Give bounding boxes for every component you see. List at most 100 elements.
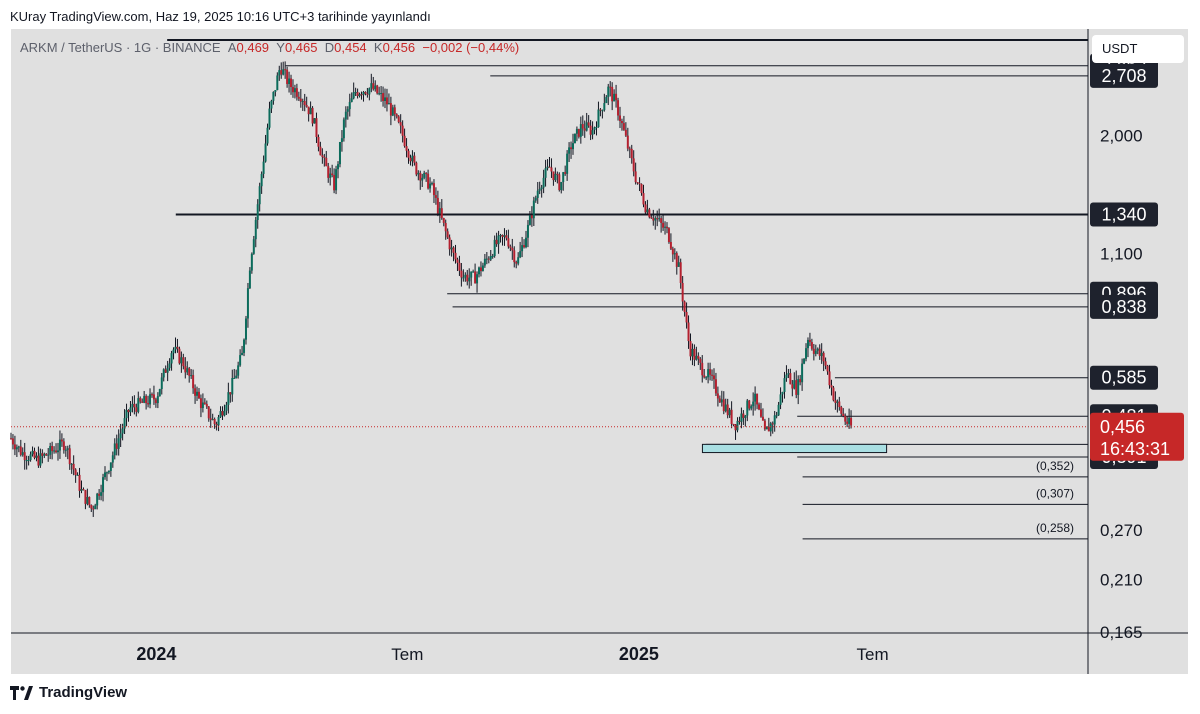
candle-down [681, 283, 684, 302]
candle-down [511, 247, 514, 251]
candle-up [170, 353, 173, 364]
candle-up [223, 410, 226, 416]
candle-up [346, 109, 349, 112]
candle-up [313, 118, 316, 124]
candle-down [742, 413, 745, 418]
candle-down [305, 105, 308, 107]
candle-up [603, 103, 606, 111]
candle-up [260, 173, 263, 187]
candle-down [679, 262, 682, 284]
candle-down [192, 375, 195, 389]
candle-down [570, 147, 573, 150]
candle-down [360, 94, 363, 96]
candle-down [652, 218, 655, 221]
candle-down [667, 228, 670, 242]
candle-up [664, 226, 667, 228]
candle-down [366, 93, 369, 95]
candle-down [644, 204, 647, 213]
candle-down [356, 92, 359, 97]
candle-down [41, 453, 44, 456]
candle-down [55, 450, 58, 453]
candle-up [525, 237, 528, 248]
candle-up [646, 209, 649, 213]
candle-up [66, 448, 69, 450]
candle-up [806, 339, 809, 349]
candle-up [374, 85, 377, 90]
candle-down [795, 380, 798, 395]
candle-up [601, 110, 604, 112]
candle-down [507, 238, 510, 247]
low-value: 0,454 [334, 40, 367, 55]
candle-up [352, 92, 355, 99]
target-label-2: (0,258) [1036, 521, 1074, 535]
candle-up [744, 415, 747, 418]
candle-up [94, 505, 97, 510]
candle-down [632, 158, 635, 172]
candle-up [705, 377, 708, 379]
candle-down [636, 182, 639, 184]
candle-down [693, 348, 696, 360]
candle-down [436, 197, 439, 214]
candle-down [98, 493, 101, 496]
countdown-label: 16:43:31 [1100, 439, 1170, 459]
candle-down [675, 253, 678, 267]
candle-up [248, 270, 251, 289]
candle-up [237, 365, 240, 376]
candle-down [452, 247, 455, 253]
candle-up [186, 368, 189, 373]
symbol-info: ARKM / TetherUS · 1G · BINANCE A0,469 Y0… [20, 40, 519, 55]
candle-down [419, 172, 422, 181]
candle-up [421, 177, 424, 181]
candle-up [787, 373, 790, 375]
price-tag-box-4 [1090, 294, 1158, 319]
candle-up [39, 453, 42, 466]
y-tick-label-3: 0,210 [1100, 570, 1143, 589]
candle-down [319, 146, 322, 156]
candle-down [403, 135, 406, 147]
candle-up [156, 396, 159, 404]
candle-up [278, 70, 281, 76]
currency-button[interactable]: USDT [1092, 35, 1184, 63]
candle-up [96, 493, 99, 506]
candle-down [712, 375, 715, 380]
candle-up [720, 399, 723, 403]
candle-up [546, 166, 549, 169]
brand-name: TradingView [39, 684, 128, 701]
candle-up [493, 239, 496, 257]
open-label: A [227, 40, 237, 55]
price-tag-box-1 [1090, 63, 1158, 88]
candle-up [293, 88, 296, 93]
candle-down [460, 270, 463, 278]
candle-up [573, 133, 576, 144]
candle-up [105, 472, 108, 474]
candle-up [521, 245, 524, 252]
candle-up [431, 183, 434, 185]
candle-down [127, 409, 130, 413]
candle-down [427, 173, 430, 189]
candle-down [331, 173, 334, 176]
chart-frame[interactable] [11, 29, 1188, 674]
current-price-label: 0,456 [1100, 417, 1145, 437]
candle-up [568, 147, 571, 154]
candle-down [697, 355, 700, 359]
candle-down [409, 157, 412, 162]
candle-down [624, 129, 627, 136]
candle-up [746, 400, 749, 416]
candle-down [188, 368, 191, 376]
candle-down [284, 69, 287, 71]
low-label: D [324, 40, 335, 55]
candle-up [107, 470, 110, 473]
x-tick-label-1: Tem [391, 645, 423, 664]
candle-up [368, 88, 371, 95]
candle-down [846, 421, 849, 424]
candle-down [771, 423, 774, 425]
candle-up [174, 346, 177, 350]
x-tick-label-3: Tem [857, 645, 889, 664]
candle-up [736, 420, 739, 431]
candle-down [662, 222, 665, 228]
candle-down [184, 366, 187, 373]
candle-down [11, 438, 14, 445]
candle-up [654, 218, 657, 221]
candle-down [194, 388, 197, 396]
